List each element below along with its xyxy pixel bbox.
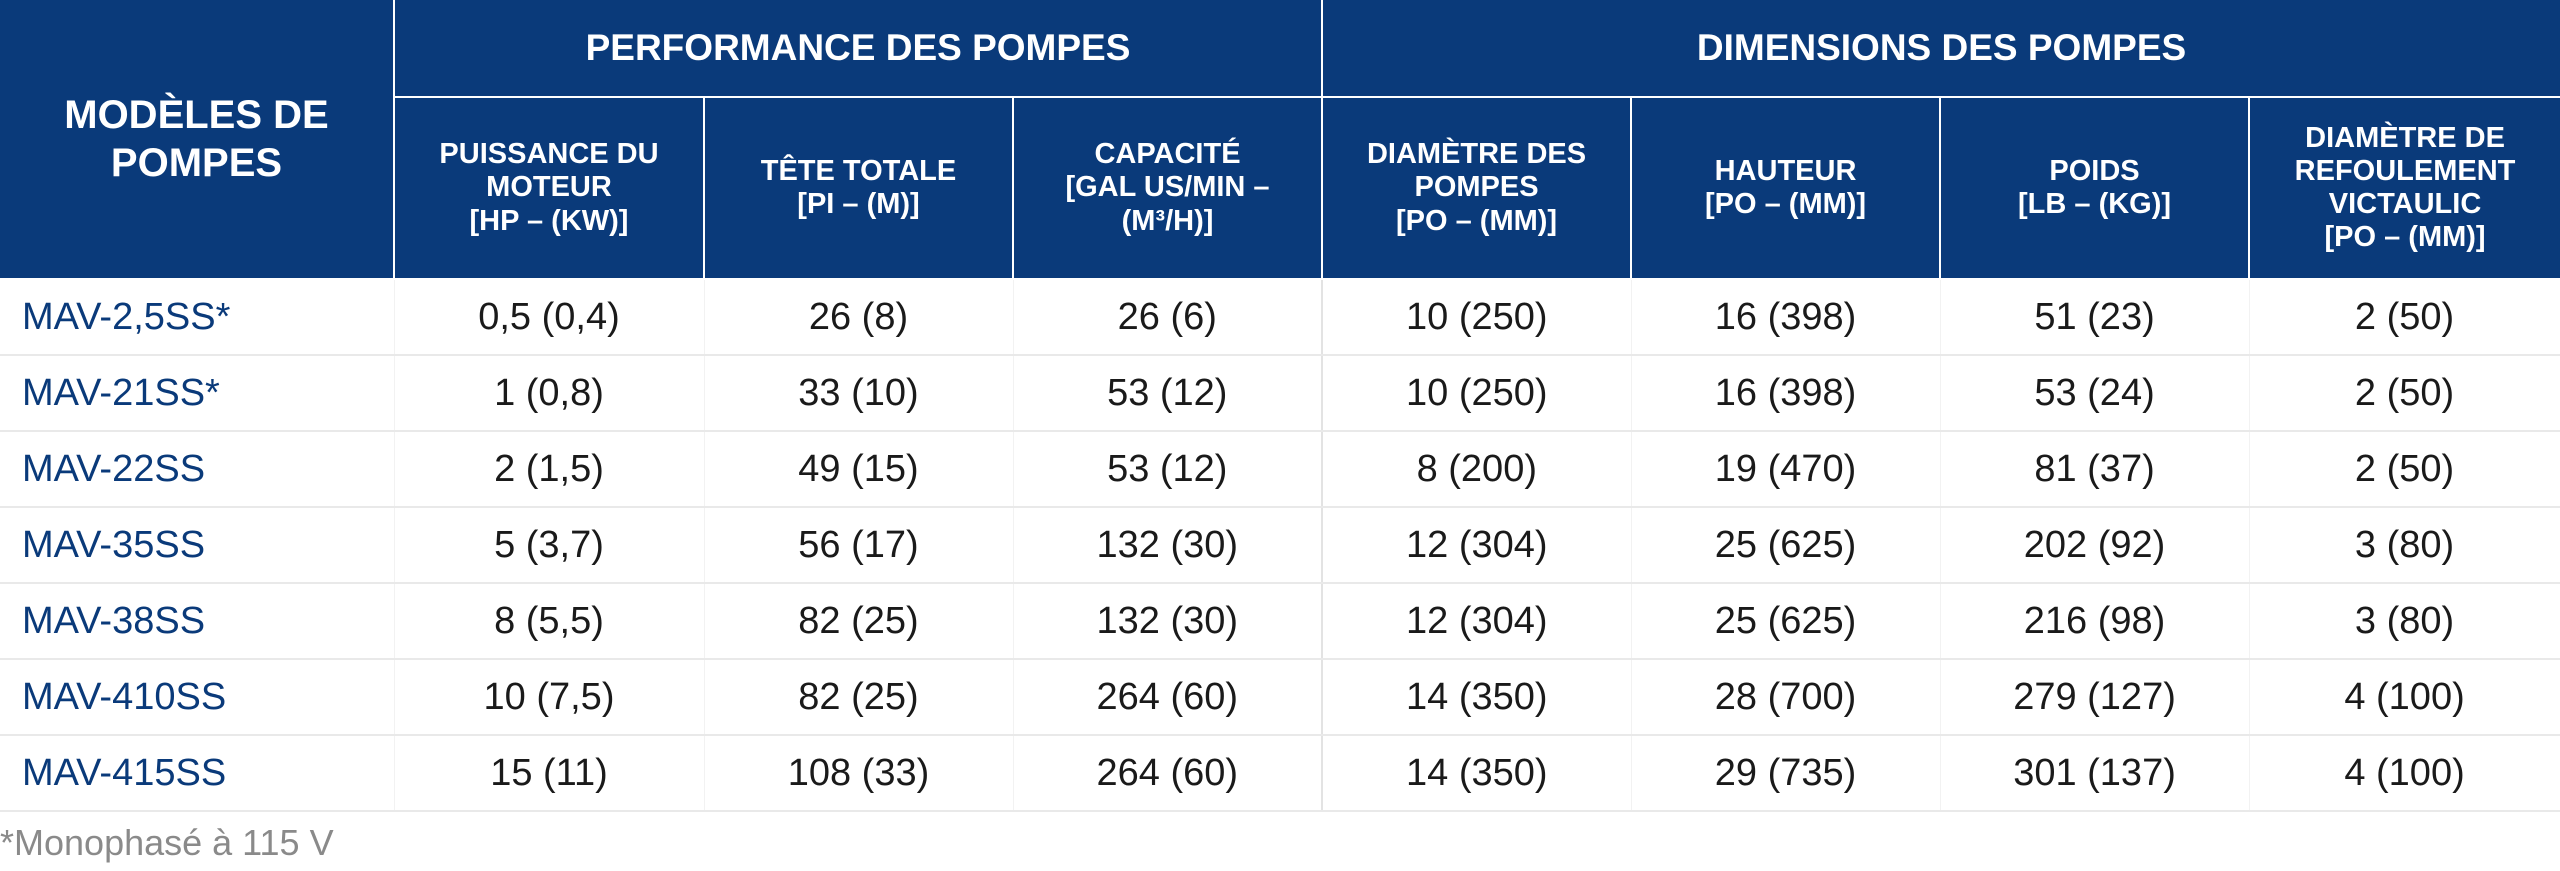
total-head-cell: 82 (25) [704,583,1014,660]
pump-diameter-cell: 14 (350) [1322,735,1632,812]
weight-cell: 216 (98) [1940,583,2250,660]
model-cell: MAV-415SS [0,735,395,812]
dimensions-group-header: DIMENSIONS DES POMPES [1322,0,2560,98]
total-head-cell: 82 (25) [704,659,1014,736]
capacity-cell: 132 (30) [1013,507,1324,584]
discharge-diameter-cell: 2 (50) [2249,279,2560,356]
model-cell: MAV-35SS [0,507,395,584]
header-row-columns: PUISSANCE DU MOTEUR [HP – (KW)] TÊTE TOT… [0,97,2560,280]
motor-power-cell: 1 (0,8) [394,355,705,432]
model-cell: MAV-22SS [0,431,395,508]
weight-cell: 81 (37) [1940,431,2250,508]
pump-specs-table: MODÈLES DE POMPES PERFORMANCE DES POMPES… [0,0,2560,812]
discharge-diameter-cell: 3 (80) [2249,507,2560,584]
discharge-diameter-cell: 2 (50) [2249,431,2560,508]
victaulic-discharge-diameter-header: DIAMÈTRE DE REFOULEMENT VICTAULIC [PO – … [2249,97,2560,280]
pump-diameter-header: DIAMÈTRE DES POMPES [PO – (MM)] [1322,97,1633,280]
table-row: MAV-2,5SS* 0,5 (0,4) 26 (8) 26 (6) 10 (2… [0,279,2560,356]
table-row: MAV-410SS 10 (7,5) 82 (25) 264 (60) 14 (… [0,659,2560,736]
pump-diameter-cell: 8 (200) [1322,431,1632,508]
capacity-cell: 132 (30) [1013,583,1324,660]
motor-power-header: PUISSANCE DU MOTEUR [HP – (KW)] [394,97,705,280]
motor-power-cell: 2 (1,5) [394,431,705,508]
total-head-cell: 33 (10) [704,355,1014,432]
discharge-diameter-cell: 4 (100) [2249,659,2560,736]
height-cell: 16 (398) [1631,355,1941,432]
total-head-header: TÊTE TOTALE [PI – (M)] [704,97,1014,280]
model-cell: MAV-21SS* [0,355,395,432]
table-row: MAV-22SS 2 (1,5) 49 (15) 53 (12) 8 (200)… [0,431,2560,508]
height-cell: 29 (735) [1631,735,1941,812]
height-cell: 25 (625) [1631,507,1941,584]
weight-cell: 301 (137) [1940,735,2250,812]
height-cell: 19 (470) [1631,431,1941,508]
discharge-diameter-cell: 2 (50) [2249,355,2560,432]
weight-cell: 51 (23) [1940,279,2250,356]
motor-power-cell: 10 (7,5) [394,659,705,736]
footnote: *Monophasé à 115 V [0,822,334,863]
table-row: MAV-415SS 15 (11) 108 (33) 264 (60) 14 (… [0,735,2560,812]
capacity-cell: 264 (60) [1013,659,1324,736]
height-cell: 28 (700) [1631,659,1941,736]
total-head-cell: 26 (8) [704,279,1014,356]
total-head-cell: 49 (15) [704,431,1014,508]
discharge-diameter-cell: 4 (100) [2249,735,2560,812]
motor-power-cell: 0,5 (0,4) [394,279,705,356]
height-header: HAUTEUR [PO – (MM)] [1631,97,1942,280]
motor-power-cell: 15 (11) [394,735,705,812]
table-body: MAV-2,5SS* 0,5 (0,4) 26 (8) 26 (6) 10 (2… [0,279,2560,812]
model-cell: MAV-410SS [0,659,395,736]
capacity-header: CAPACITÉ [GAL US/MIN – (M³/H)] [1013,97,1324,280]
pump-diameter-cell: 10 (250) [1322,279,1632,356]
weight-header: POIDS [LB – (KG)] [1940,97,2251,280]
table-row: MAV-38SS 8 (5,5) 82 (25) 132 (30) 12 (30… [0,583,2560,660]
header-row-groups: MODÈLES DE POMPES PERFORMANCE DES POMPES… [0,0,2560,280]
model-cell: MAV-2,5SS* [0,279,395,356]
model-cell: MAV-38SS [0,583,395,660]
weight-cell: 202 (92) [1940,507,2250,584]
motor-power-cell: 5 (3,7) [394,507,705,584]
total-head-cell: 108 (33) [704,735,1014,812]
discharge-diameter-cell: 3 (80) [2249,583,2560,660]
table-row: MAV-35SS 5 (3,7) 56 (17) 132 (30) 12 (30… [0,507,2560,584]
capacity-cell: 53 (12) [1013,355,1324,432]
pump-diameter-cell: 10 (250) [1322,355,1632,432]
pump-diameter-cell: 14 (350) [1322,659,1632,736]
capacity-cell: 264 (60) [1013,735,1324,812]
pump-diameter-cell: 12 (304) [1322,507,1632,584]
table-header: MODÈLES DE POMPES PERFORMANCE DES POMPES… [0,0,2560,280]
performance-group-header: PERFORMANCE DES POMPES [394,0,1324,98]
height-cell: 25 (625) [1631,583,1941,660]
table-row: MAV-21SS* 1 (0,8) 33 (10) 53 (12) 10 (25… [0,355,2560,432]
weight-cell: 53 (24) [1940,355,2250,432]
capacity-cell: 26 (6) [1013,279,1324,356]
pump-diameter-cell: 12 (304) [1322,583,1632,660]
weight-cell: 279 (127) [1940,659,2250,736]
models-column-header: MODÈLES DE POMPES [0,0,395,280]
motor-power-cell: 8 (5,5) [394,583,705,660]
height-cell: 16 (398) [1631,279,1941,356]
capacity-cell: 53 (12) [1013,431,1324,508]
total-head-cell: 56 (17) [704,507,1014,584]
